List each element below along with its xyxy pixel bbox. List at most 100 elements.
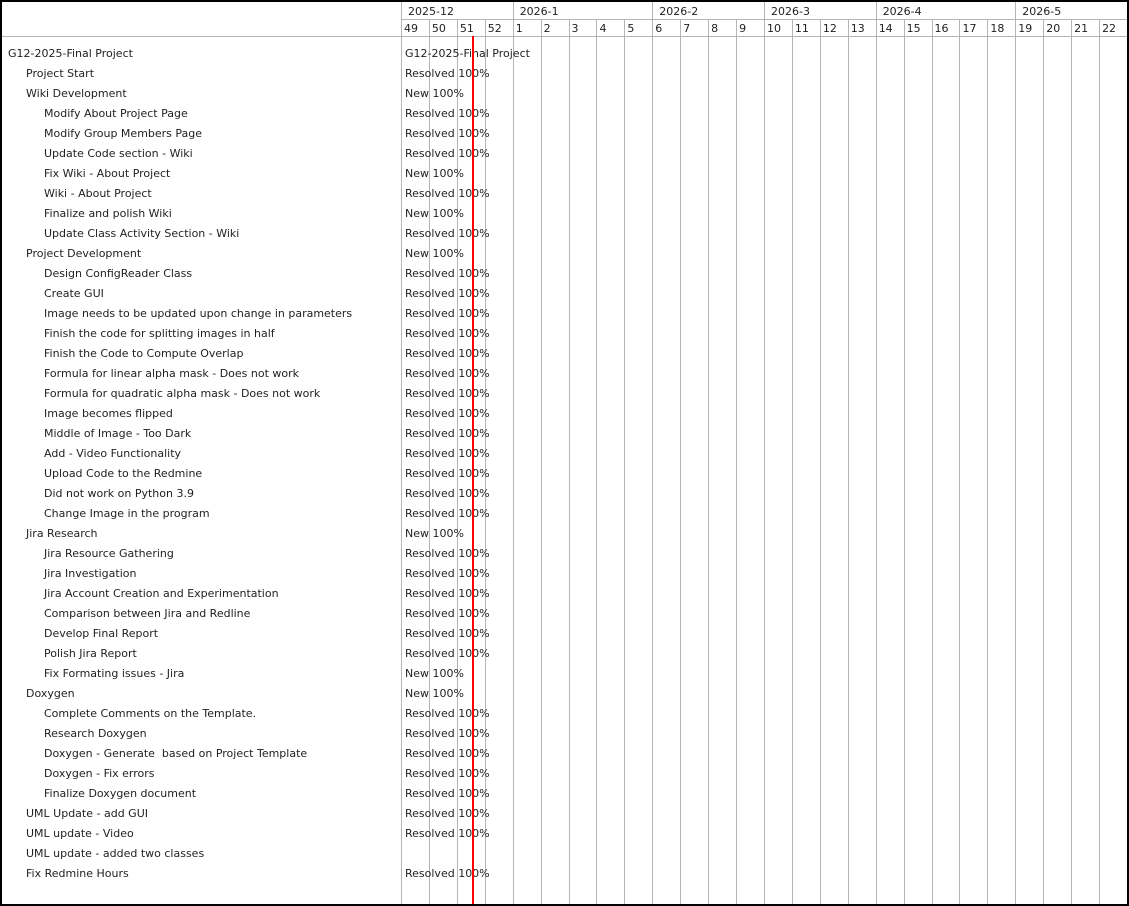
- task-subject[interactable]: Add - Video Functionality: [44, 447, 182, 460]
- week-grid-line: [959, 19, 961, 904]
- task-status-label: Resolved 100%: [405, 547, 490, 560]
- task-status-label: Resolved 100%: [405, 307, 490, 320]
- task-status-label: G12-2025-Final Project: [405, 47, 530, 60]
- task-subject[interactable]: Change Image in the program: [44, 507, 210, 520]
- week-grid-line: [1015, 19, 1017, 904]
- timeline-week-label: 11: [794, 22, 809, 35]
- timeline-month-label: 2026-2: [659, 5, 699, 18]
- week-grid-line: [1099, 19, 1101, 904]
- task-subject[interactable]: Update Class Activity Section - Wiki: [44, 227, 240, 240]
- timeline-week-label: 12: [822, 22, 837, 35]
- week-grid-line: [736, 19, 738, 904]
- timeline-week-label: 8: [711, 22, 719, 35]
- task-status-label: Resolved 100%: [405, 267, 490, 280]
- task-subject[interactable]: Create GUI: [44, 287, 104, 300]
- week-grid-line: [596, 19, 598, 904]
- task-subject[interactable]: Comparison between Jira and Redline: [44, 607, 251, 620]
- task-subject[interactable]: Jira Investigation: [44, 567, 137, 580]
- task-subject[interactable]: UML update - added two classes: [26, 847, 205, 860]
- task-status-label: New 100%: [405, 167, 464, 180]
- timeline-week-label: 17: [962, 22, 977, 35]
- task-subject[interactable]: Modify About Project Page: [44, 107, 188, 120]
- timeline-week-label: 1: [515, 22, 523, 35]
- task-subject[interactable]: UML Update - add GUI: [26, 807, 148, 820]
- timeline-week-label: 49: [404, 22, 418, 35]
- week-grid-line: [624, 19, 626, 904]
- task-status-label: Resolved 100%: [405, 347, 490, 360]
- task-status-label: Resolved 100%: [405, 827, 490, 840]
- week-grid-line: [903, 19, 905, 904]
- timeline-week-label: 3: [571, 22, 579, 35]
- task-subject[interactable]: Middle of Image - Too Dark: [44, 427, 192, 440]
- task-status-label: Resolved 100%: [405, 427, 490, 440]
- task-subject[interactable]: Upload Code to the Redmine: [44, 467, 203, 480]
- task-status-label: New 100%: [405, 87, 464, 100]
- task-subject[interactable]: Finalize and polish Wiki: [44, 207, 172, 220]
- task-status-label: Resolved 100%: [405, 587, 490, 600]
- task-subject[interactable]: Did not work on Python 3.9: [44, 487, 194, 500]
- task-subject[interactable]: Doxygen: [26, 687, 75, 700]
- month-divider-line: [512, 2, 514, 19]
- week-grid-line: [428, 19, 430, 904]
- timeline-month-label: 2026-1: [519, 5, 559, 18]
- timeline-week-label: 16: [934, 22, 949, 35]
- task-subject[interactable]: Update Code section - Wiki: [44, 147, 193, 160]
- task-subject[interactable]: Modify Group Members Page: [44, 127, 203, 140]
- task-subject[interactable]: Complete Comments on the Template.: [44, 707, 257, 720]
- task-subject[interactable]: Fix Wiki - About Project: [44, 167, 171, 180]
- task-status-label: New 100%: [405, 687, 464, 700]
- timeline-week-label: 10: [767, 22, 781, 35]
- task-subject[interactable]: Image becomes flipped: [44, 407, 173, 420]
- task-subject[interactable]: Project Development: [26, 247, 142, 260]
- task-subject[interactable]: Develop Final Report: [44, 627, 159, 640]
- task-subject[interactable]: Wiki - About Project: [44, 187, 152, 200]
- month-divider-line: [652, 2, 654, 19]
- week-grid-line: [764, 19, 765, 904]
- week-grid-line: [819, 19, 821, 904]
- task-subject[interactable]: Doxygen - Fix errors: [44, 767, 155, 780]
- timeline-week-label: 5: [627, 22, 635, 35]
- task-subject[interactable]: Research Doxygen: [44, 727, 147, 740]
- task-subject[interactable]: Doxygen - Generate based on Project Temp…: [44, 747, 308, 760]
- today-line: [472, 36, 475, 904]
- task-subject[interactable]: Formula for quadratic alpha mask - Does …: [44, 387, 321, 400]
- week-grid-line: [484, 19, 486, 904]
- task-status-label: Resolved 100%: [405, 187, 490, 200]
- task-subject[interactable]: Jira Resource Gathering: [44, 547, 174, 560]
- task-subject[interactable]: Jira Account Creation and Experimentatio…: [44, 587, 279, 600]
- timeline-week-label: 14: [878, 22, 893, 35]
- task-subject[interactable]: Design ConfigReader Class: [44, 267, 193, 280]
- task-status-label: Resolved 100%: [405, 127, 490, 140]
- task-status-label: Resolved 100%: [405, 327, 490, 340]
- task-status-label: Resolved 100%: [405, 407, 490, 420]
- month-divider-line: [1015, 2, 1017, 19]
- timeline-week-label: 9: [739, 22, 747, 35]
- task-subject[interactable]: Fix Redmine Hours: [26, 867, 129, 880]
- task-subject[interactable]: Image needs to be updated upon change in…: [44, 307, 353, 320]
- month-divider-line: [764, 2, 765, 19]
- month-divider-line: [875, 2, 877, 19]
- task-status-label: Resolved 100%: [405, 387, 490, 400]
- week-grid-line: [1043, 19, 1045, 904]
- task-status-label: Resolved 100%: [405, 287, 490, 300]
- task-subject[interactable]: Finish the Code to Compute Overlap: [44, 347, 244, 360]
- task-subject[interactable]: Fix Formating issues - Jira: [44, 667, 185, 680]
- task-subject[interactable]: Formula for linear alpha mask - Does not…: [44, 367, 300, 380]
- task-subject[interactable]: UML update - Video: [26, 827, 134, 840]
- task-subject[interactable]: G12-2025-Final Project: [8, 47, 133, 60]
- task-subject[interactable]: Project Start: [26, 67, 95, 80]
- timeline-month-label: 2025-12: [408, 5, 454, 18]
- task-subject[interactable]: Jira Research: [26, 527, 98, 540]
- task-subject[interactable]: Finalize Doxygen document: [44, 787, 197, 800]
- task-status-label: Resolved 100%: [405, 707, 490, 720]
- task-subject[interactable]: Polish Jira Report: [44, 647, 137, 660]
- task-status-label: Resolved 100%: [405, 747, 490, 760]
- week-grid-line: [652, 19, 654, 904]
- task-status-label: Resolved 100%: [405, 567, 490, 580]
- task-subject[interactable]: Finish the code for splitting images in …: [44, 327, 275, 340]
- timeline-week-label: 7: [683, 22, 691, 35]
- task-status-label: Resolved 100%: [405, 507, 490, 520]
- task-subject[interactable]: Wiki Development: [26, 87, 127, 100]
- timeline-month-label: 2026-5: [1022, 5, 1062, 18]
